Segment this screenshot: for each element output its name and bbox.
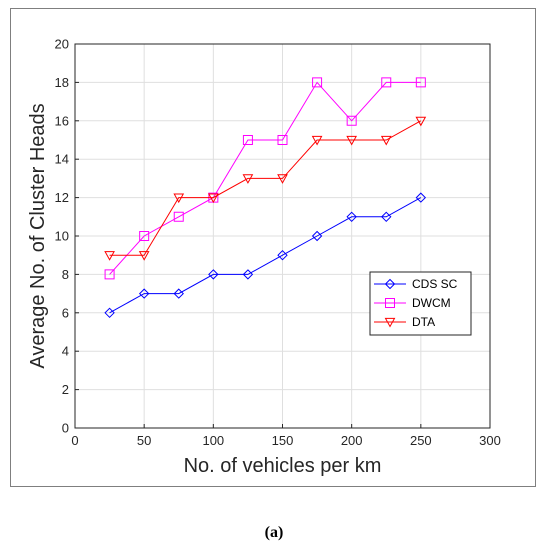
- data-point-dta: [380, 135, 392, 146]
- series-line-cds-sc: [109, 197, 422, 314]
- figure-caption: (a): [264, 524, 284, 541]
- y-tick-label: 0: [62, 421, 69, 436]
- data-point-dwcm: [346, 115, 357, 126]
- series-line-dta: [109, 120, 422, 256]
- data-point-dta: [311, 135, 323, 146]
- data-point-cds-sc: [381, 211, 392, 223]
- legend-label-cds-sc: CDS SC: [412, 277, 458, 291]
- legend-marker-cds-sc: [384, 278, 396, 290]
- y-axis-label: Average No. of Cluster Heads: [27, 103, 49, 368]
- data-point-dwcm: [208, 192, 219, 203]
- data-point-cds-sc: [277, 249, 288, 261]
- legend-marker-dta: [384, 317, 396, 328]
- data-point-dta: [173, 193, 185, 204]
- data-point-cds-sc: [415, 192, 427, 203]
- data-point-cds-sc: [138, 288, 150, 299]
- data-point-cds-sc: [173, 288, 184, 299]
- data-point-cds-sc: [104, 307, 115, 319]
- data-point-cds-sc: [242, 269, 254, 280]
- y-tick-label: 4: [62, 344, 69, 359]
- y-tick-label: 8: [62, 267, 69, 282]
- x-tick-label: 250: [410, 433, 432, 448]
- data-point-dwcm: [415, 77, 426, 88]
- data-point-dwcm: [312, 77, 323, 88]
- legend: CDS SC DWCM DTA: [369, 271, 472, 336]
- data-point-dta: [415, 116, 427, 127]
- legend-marker-dwcm: [385, 298, 395, 308]
- y-tick-label: 20: [55, 37, 69, 52]
- data-point-dwcm: [173, 211, 184, 222]
- data-point-dta: [207, 193, 219, 204]
- y-tick-label: 14: [55, 152, 69, 167]
- data-point-dwcm: [139, 231, 150, 241]
- x-axis-label: No. of vehicles per km: [184, 455, 382, 477]
- figure-frame: [10, 8, 536, 487]
- series-lines: [104, 77, 427, 319]
- x-tick-label: 50: [137, 433, 151, 448]
- data-point-dta: [346, 135, 358, 146]
- data-point-dta: [138, 251, 150, 261]
- legend-label-dwcm: DWCM: [412, 296, 451, 310]
- data-point-dwcm: [277, 135, 288, 145]
- x-tick-label: 300: [479, 433, 501, 448]
- x-tick-label: 150: [272, 433, 294, 448]
- data-point-cds-sc: [208, 269, 219, 280]
- legend-label-dta: DTA: [412, 315, 435, 329]
- data-point-dwcm: [104, 269, 115, 280]
- y-tick-label: 2: [62, 382, 69, 397]
- axis-ticks: 0 50 100 150 200 250 300 0 2 4 6 8 10 12 14 16 18 20: [55, 37, 501, 449]
- y-tick-label: 6: [62, 305, 69, 320]
- data-point-dta: [104, 251, 115, 261]
- y-tick-label: 16: [55, 113, 69, 128]
- data-point-dta: [277, 174, 288, 184]
- series-dta: [104, 116, 427, 261]
- data-point-cds-sc: [346, 211, 357, 223]
- y-tick-label: 10: [55, 229, 69, 244]
- grid-lines: [74, 43, 491, 429]
- series-cds-sc: [104, 192, 427, 319]
- data-point-cds-sc: [311, 230, 323, 242]
- y-tick-label: 18: [55, 75, 69, 90]
- data-point-dta: [242, 174, 254, 184]
- x-tick-label: 0: [71, 433, 78, 448]
- data-point-dwcm: [381, 77, 392, 88]
- y-tick-label: 12: [55, 190, 69, 205]
- x-tick-label: 100: [202, 433, 224, 448]
- line-chart: 0 50 100 150 200 250 300 0 2 4 6 8 10 12 14 16 18 20 No. …: [27, 37, 501, 478]
- x-tick-label: 200: [341, 433, 363, 448]
- data-point-dwcm: [242, 135, 253, 145]
